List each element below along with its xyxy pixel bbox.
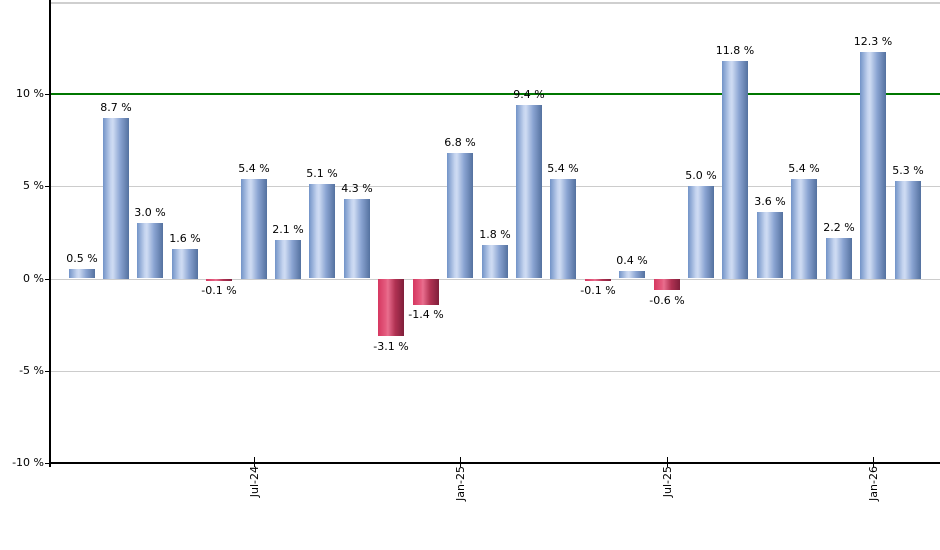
bar-value-label: 5.0 % [685,169,717,182]
y-axis-line [49,0,51,467]
return-bar-positive[interactable] [826,238,852,279]
bar-value-label: 2.2 % [823,221,855,234]
bar-value-label: 11.8 % [715,44,755,57]
x-axis-line [49,462,940,464]
return-bar-negative[interactable] [378,279,404,336]
return-bar-positive[interactable] [309,184,335,278]
y-tick-mark [45,279,50,280]
return-bar-positive[interactable] [791,179,817,279]
return-bar-positive[interactable] [757,212,783,278]
gridline [51,371,940,372]
x-axis-label: Jul-25 [661,466,674,498]
return-bar-positive[interactable] [516,105,542,278]
y-axis-label: 5 % [23,179,44,192]
return-bar-positive[interactable] [482,245,508,278]
x-tick-mark [254,457,255,467]
bar-value-label: 3.0 % [134,206,166,219]
bar-value-label: 5.4 % [547,162,579,175]
bar-value-label: -0.1 % [580,284,616,297]
threshold-line-10pct [50,93,940,95]
x-axis-label: Jan-25 [454,466,467,501]
bar-value-label: 1.8 % [479,228,511,241]
return-bar-positive[interactable] [344,199,370,278]
return-bar-positive[interactable] [137,223,163,278]
bar-value-label: 4.3 % [341,182,373,195]
y-tick-mark [45,371,50,372]
x-tick-mark [667,457,668,467]
bar-value-label: 1.6 % [169,232,201,245]
x-tick-mark [460,457,461,467]
bar-value-label: 5.4 % [238,162,270,175]
x-axis-label: Jul-24 [248,466,261,498]
y-axis-label: -10 % [12,456,44,469]
bar-value-label: -3.1 % [373,340,409,353]
y-tick-mark [45,94,50,95]
return-bar-positive[interactable] [447,153,473,278]
return-bar-positive[interactable] [69,269,95,278]
y-tick-mark [45,463,50,464]
bar-value-label: 3.6 % [754,195,786,208]
bar-value-label: 5.1 % [306,167,338,180]
plot-top-border [50,2,940,4]
return-bar-positive[interactable] [688,186,714,278]
return-bar-positive[interactable] [172,249,198,279]
x-tick-mark [873,457,874,467]
bar-value-label: 5.3 % [892,164,924,177]
y-axis-label: 10 % [16,87,44,100]
x-axis-label: Jan-26 [867,466,880,501]
y-tick-mark [45,186,50,187]
return-bar-negative[interactable] [206,279,232,281]
return-bar-positive[interactable] [241,179,267,279]
bar-value-label: -1.4 % [408,308,444,321]
bar-value-label: 8.7 % [100,101,132,114]
y-axis-label: 0 % [23,272,44,285]
y-axis-label: -5 % [19,364,44,377]
return-bar-negative[interactable] [413,279,439,305]
bar-value-label: 9.4 % [513,88,545,101]
bar-value-label: 0.5 % [66,252,98,265]
bar-value-label: 12.3 % [853,35,893,48]
bar-value-label: -0.6 % [649,294,685,307]
bar-value-label: 0.4 % [616,254,648,267]
return-bar-positive[interactable] [722,61,748,279]
return-bar-negative[interactable] [654,279,680,290]
return-bar-positive[interactable] [860,52,886,279]
bar-value-label: 6.8 % [444,136,476,149]
bar-value-label: 5.4 % [788,162,820,175]
bar-value-label: -0.1 % [201,284,237,297]
return-bar-negative[interactable] [585,279,611,281]
gridline [51,186,940,187]
bar-value-label: 2.1 % [272,223,304,236]
return-bar-positive[interactable] [103,118,129,279]
return-bar-positive[interactable] [550,179,576,279]
return-bar-positive[interactable] [619,271,645,278]
return-bar-positive[interactable] [895,181,921,279]
gridline [51,279,940,280]
return-bar-positive[interactable] [275,240,301,279]
